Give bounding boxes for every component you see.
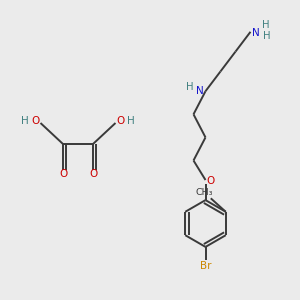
Text: O: O bbox=[89, 169, 97, 179]
Text: H: H bbox=[21, 116, 29, 127]
Text: O: O bbox=[117, 116, 125, 127]
Text: H: H bbox=[127, 116, 135, 127]
Text: H: H bbox=[186, 82, 194, 92]
Text: N: N bbox=[252, 28, 260, 38]
Text: O: O bbox=[207, 176, 215, 186]
Text: H: H bbox=[263, 31, 271, 41]
Text: Br: Br bbox=[200, 261, 211, 272]
Text: O: O bbox=[59, 169, 67, 179]
Text: O: O bbox=[31, 116, 39, 127]
Text: H: H bbox=[262, 20, 269, 30]
Text: N: N bbox=[196, 86, 203, 96]
Text: CH₃: CH₃ bbox=[195, 188, 213, 197]
